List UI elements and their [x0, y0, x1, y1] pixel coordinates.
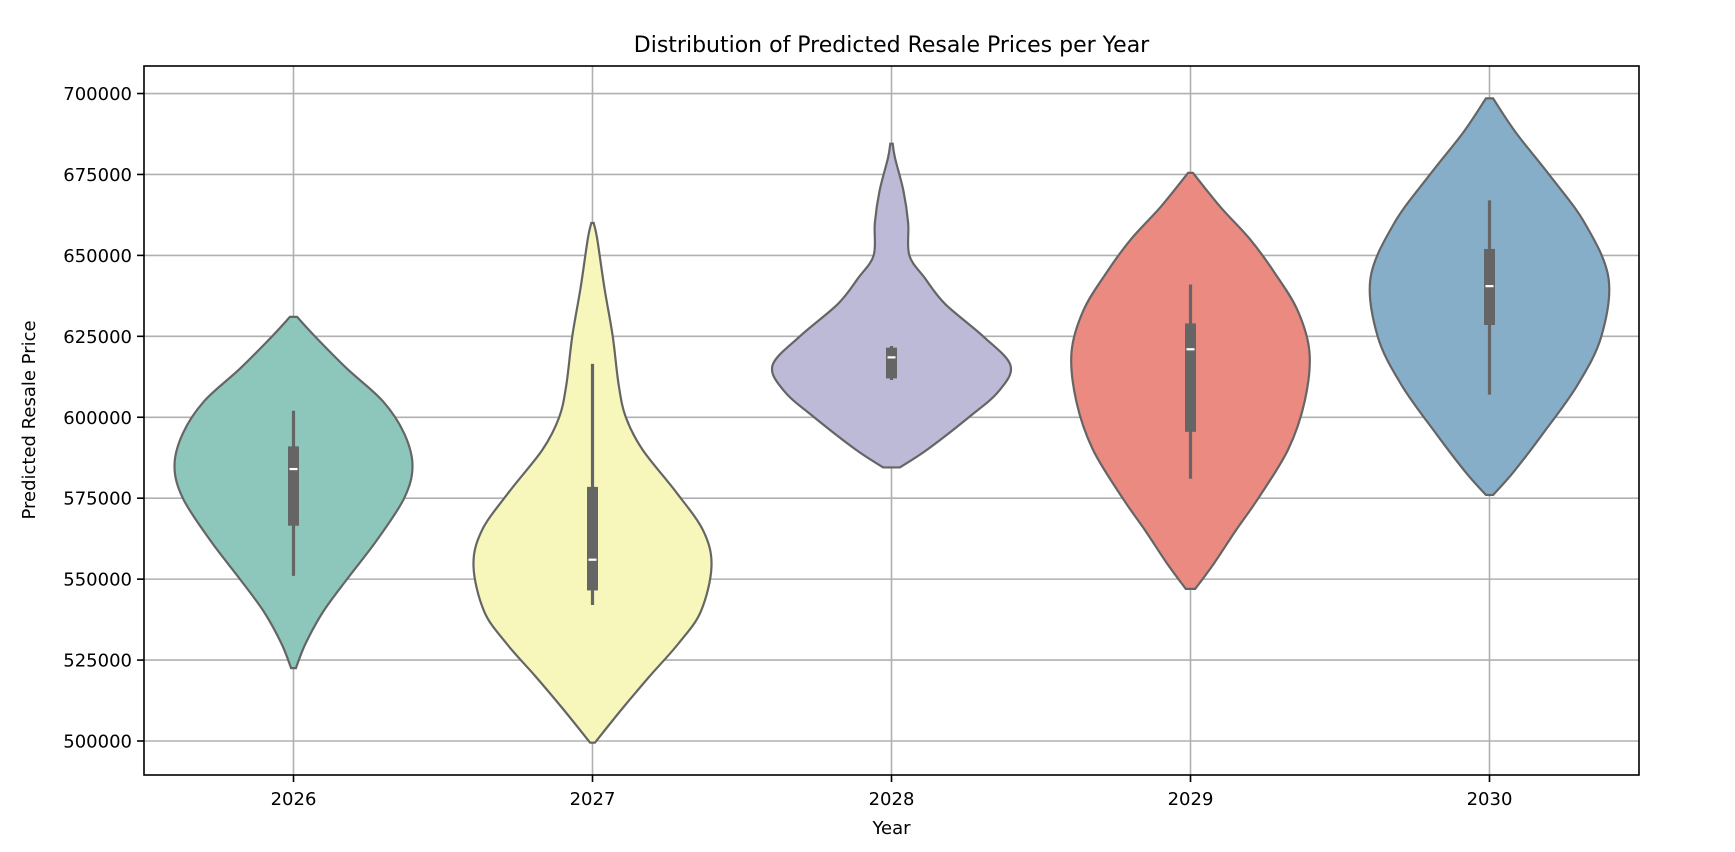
- y-tick-label: 550000: [63, 570, 132, 591]
- iqr-box-2028: [886, 347, 897, 379]
- iqr-box-2029: [1185, 323, 1196, 432]
- y-tick-label: 525000: [63, 651, 132, 672]
- iqr-box-2027: [587, 486, 598, 591]
- x-tick-label: 2027: [570, 789, 616, 810]
- x-tick-label: 2029: [1168, 789, 1214, 810]
- tick-layer: 500000 525000 550000 575000 600000 625000 6500…: [63, 84, 1512, 810]
- violin-body-2028: [770, 142, 1013, 469]
- y-tick-label: 700000: [63, 84, 132, 105]
- chart-title: Distribution of Predicted Resale Prices …: [634, 33, 1150, 58]
- y-axis-label: Predicted Resale Price: [19, 320, 40, 519]
- y-tick-label: 575000: [63, 489, 132, 510]
- y-tick-label: 650000: [63, 246, 132, 267]
- x-tick-label: 2026: [271, 789, 317, 810]
- y-tick-label: 500000: [63, 732, 132, 753]
- x-tick-label: 2028: [869, 789, 915, 810]
- violin-layer: [173, 97, 1611, 744]
- x-tick-label: 2030: [1467, 789, 1513, 810]
- y-tick-label: 600000: [63, 408, 132, 429]
- y-tick-label: 675000: [63, 165, 132, 186]
- iqr-box-2026: [288, 446, 299, 526]
- x-axis-label: Year: [871, 818, 911, 839]
- y-tick-label: 625000: [63, 327, 132, 348]
